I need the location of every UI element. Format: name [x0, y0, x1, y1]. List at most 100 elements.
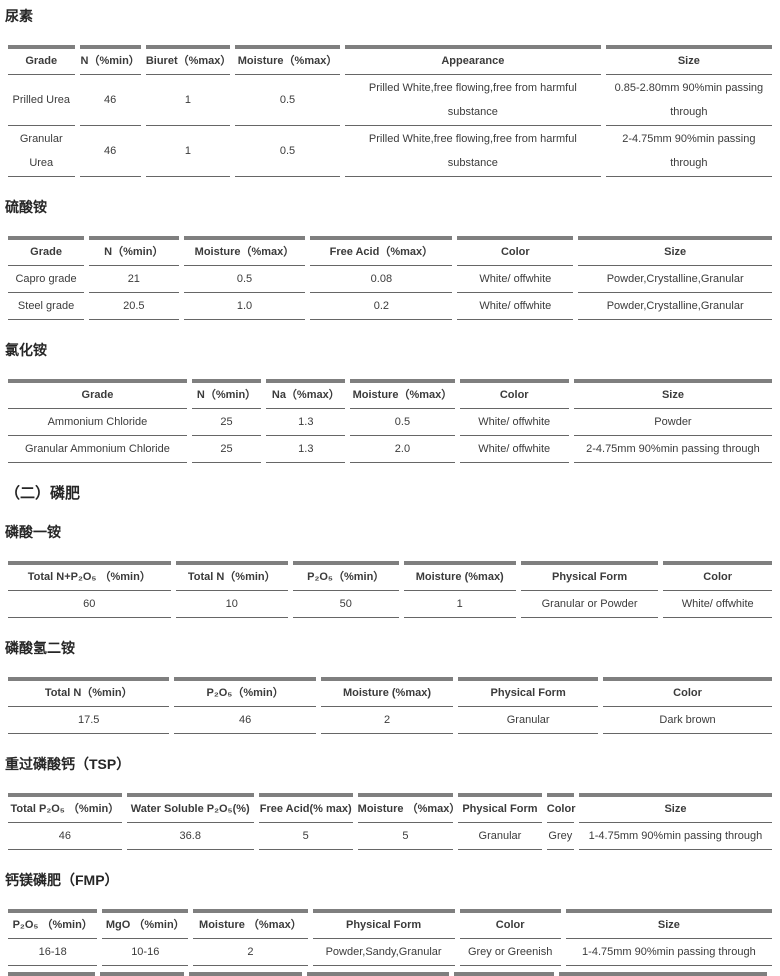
table-cell: 0.5 [183, 266, 306, 293]
table-row: Ammonium Chloride 25 1.3 0.5 White/ offwhite… [8, 409, 772, 436]
table-cell: 1 [403, 591, 516, 618]
truncated-next-table-top-border [3, 972, 777, 976]
table-cell: 25 [191, 409, 262, 436]
column-header: Free Acid（%max） [310, 236, 453, 266]
column-header: Physical Form [458, 793, 542, 823]
table-cell: Capro grade [8, 266, 85, 293]
table-cell: 1.3 [266, 436, 346, 463]
column-header: Color [459, 909, 561, 939]
column-header: Physical Form [520, 561, 659, 591]
table-cell: Powder [573, 409, 772, 436]
table-top-border-segment [558, 972, 767, 976]
column-header: P₂O₅ （%min） [8, 909, 98, 939]
column-header: Physical Form [458, 677, 599, 707]
table-cell: Granular or Powder [520, 591, 659, 618]
column-header: N（%min） [79, 45, 141, 75]
table-cell: 50 [292, 591, 399, 618]
section-heading: 氯化铵 [5, 342, 47, 358]
table-cell: 60 [8, 591, 171, 618]
table-top-border-segment [100, 972, 185, 976]
header-row: Total P₂O₅ （%min） Water Soluble P₂O₅(%) Fr… [8, 793, 772, 823]
table-cell: White/ offwhite [663, 591, 772, 618]
column-header: Na（%max） [266, 379, 346, 409]
header-row: Grade N（%min） Biuret（%max） Moisture（%max） Ap… [8, 45, 772, 75]
column-header: Appearance [345, 45, 601, 75]
column-header: Color [546, 793, 575, 823]
spec-table: Grade N（%min） Moisture（%max） Free Acid（%max… [3, 236, 777, 320]
column-header: Grade [8, 236, 85, 266]
table-cell: 46 [174, 707, 316, 734]
table-top-border-segment [189, 972, 303, 976]
spec-table: Grade N（%min） Na（%max） Moisture（%max） Color S… [3, 379, 777, 463]
header-row: Total N（%min） P₂O₅（%min） Moisture (%max) Ph… [8, 677, 772, 707]
table-cell: Granular [458, 707, 599, 734]
table-top-border-segment [454, 972, 554, 976]
table-cell: Steel grade [8, 293, 85, 320]
column-header: Total P₂O₅ （%min） [8, 793, 122, 823]
column-header: Color [459, 379, 569, 409]
section-heading: 磷酸氢二铵 [5, 640, 75, 656]
column-header: Water Soluble P₂O₅(%) [126, 793, 254, 823]
table-top-border-segment [307, 972, 450, 976]
column-header: Biuret（%max） [145, 45, 231, 75]
table-cell: 5 [357, 823, 454, 850]
table-cell: Dark brown [603, 707, 772, 734]
table-cell: 2 [320, 707, 454, 734]
table-cell: 2-4.75mm 90%min passing through [573, 436, 772, 463]
column-header: Total N（%min） [175, 561, 288, 591]
table-cell: 2-4.75mm 90%min passing through [605, 126, 772, 177]
table-cell: 17.5 [8, 707, 170, 734]
column-header: Moisture（%max） [235, 45, 340, 75]
table-cell: 36.8 [126, 823, 254, 850]
table-cell: White/ offwhite [457, 266, 574, 293]
table-cell: Powder,Crystalline,Granular [578, 293, 772, 320]
table-cell: 10 [175, 591, 288, 618]
header-row: Grade N（%min） Moisture（%max） Free Acid（%max… [8, 236, 772, 266]
table-cell: Powder,Crystalline,Granular [578, 266, 772, 293]
column-header: Moisture (%max) [403, 561, 516, 591]
table-row: 17.5 46 2 Granular Dark brown [8, 707, 772, 734]
table-cell: 5 [258, 823, 353, 850]
section-heading: 磷酸一铵 [5, 524, 61, 540]
table-cell: Prilled Urea [8, 75, 75, 126]
section-heading: 重过磷酸钙（TSP） [5, 756, 131, 772]
section-heading: 钙镁磷肥（FMP） [5, 872, 119, 888]
table-cell: 0.5 [235, 126, 340, 177]
table-cell: White/ offwhite [457, 293, 574, 320]
table-row: Prilled Urea 46 1 0.5 Prilled White,free flo… [8, 75, 772, 126]
column-header: Color [663, 561, 772, 591]
table-row: Capro grade 21 0.5 0.08 White/ offwhite Powde… [8, 266, 772, 293]
table-cell: 46 [79, 75, 141, 126]
section-heading: 硫酸铵 [5, 199, 47, 215]
column-header: MgO （%min） [102, 909, 189, 939]
column-header: Total N+P₂O₅ （%min） [8, 561, 171, 591]
table-cell: 1 [145, 126, 231, 177]
category-heading: （二）磷肥 [5, 485, 81, 502]
table-cell: Grey [546, 823, 574, 850]
table-cell: 0.85-2.80mm 90%min passing through [605, 75, 772, 126]
header-row: Total N+P₂O₅ （%min） Total N（%min） P₂O₅（%mi… [8, 561, 772, 591]
table-cell: White/ offwhite [459, 436, 569, 463]
column-header: Moisture （%max） [193, 909, 308, 939]
table-cell: Granular [458, 823, 542, 850]
header-row: Grade N（%min） Na（%max） Moisture（%max） Color S… [8, 379, 772, 409]
column-header: Moisture（%max） [183, 236, 306, 266]
table-cell: 21 [89, 266, 179, 293]
table-cell: 0.08 [310, 266, 453, 293]
table-cell: 2 [193, 939, 308, 966]
table-row: Steel grade 20.5 1.0 0.2 White/ offwhite Powd… [8, 293, 772, 320]
table-cell: 46 [8, 823, 122, 850]
table-cell: 20.5 [89, 293, 179, 320]
table-top-border-segment [8, 972, 96, 976]
table-cell: Prilled White,free flowing,free from har… [345, 75, 601, 126]
header-row: P₂O₅ （%min） MgO （%min） Moisture （%max） Phys… [8, 909, 772, 939]
table-cell: 0.5 [235, 75, 340, 126]
column-header: Free Acid(% max) [258, 793, 353, 823]
table-cell: 1-4.75mm 90%min passing through [578, 823, 772, 850]
column-header: Size [565, 909, 772, 939]
column-header: Moisture（%max） [350, 379, 455, 409]
table-row: 60 10 50 1 Granular or Powder White/ offwhite [8, 591, 772, 618]
table-cell: Prilled White,free flowing,free from har… [345, 126, 601, 177]
column-header: Size [573, 379, 772, 409]
document-body: 尿素 Grade N（%min） Biuret（%max） Moisture（%max）… [3, 8, 777, 976]
